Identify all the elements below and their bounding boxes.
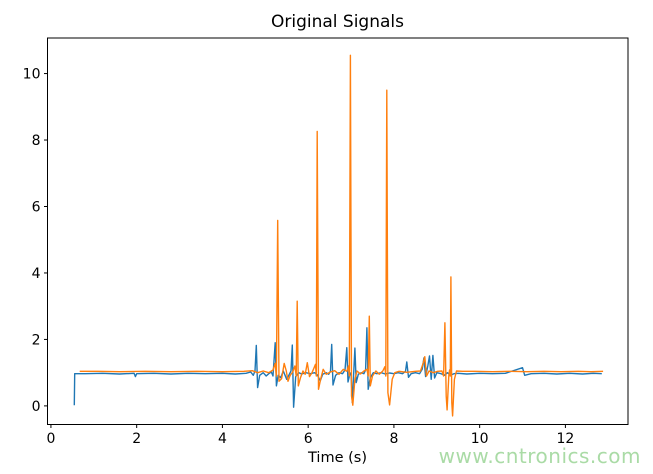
y-tick-label: 10 (23, 67, 41, 83)
x-axis-label: Time (s) (308, 450, 367, 466)
x-tick-label: 2 (132, 431, 141, 447)
x-tick-label: 0 (46, 431, 55, 447)
x-tick-label: 6 (304, 431, 313, 447)
y-tick-label: 4 (32, 266, 41, 282)
x-tick-label: 4 (218, 431, 227, 447)
watermark-text: www.cntronics.com (438, 444, 641, 468)
chart-title: Original Signals (270, 12, 404, 32)
series-signal-1-blue (73, 327, 602, 408)
y-tick-label: 2 (32, 332, 41, 348)
x-tick-label: 10 (471, 431, 489, 447)
series-signal-2-orange (79, 54, 604, 417)
y-tick-label: 8 (32, 133, 41, 149)
y-tick-label: 0 (32, 399, 41, 415)
plot-area (47, 37, 629, 425)
x-tick-label: 8 (389, 431, 398, 447)
y-tick-label: 6 (32, 199, 41, 215)
x-tick-label: 12 (556, 431, 574, 447)
